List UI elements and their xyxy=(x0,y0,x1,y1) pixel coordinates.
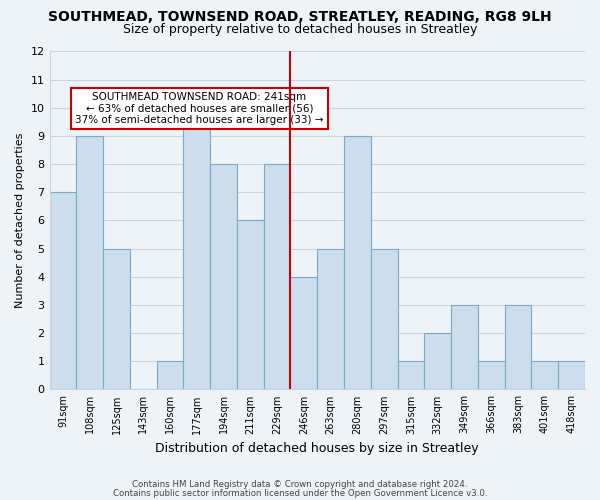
Bar xyxy=(558,362,585,390)
Text: SOUTHMEAD TOWNSEND ROAD: 241sqm
← 63% of detached houses are smaller (56)
37% of: SOUTHMEAD TOWNSEND ROAD: 241sqm ← 63% of… xyxy=(75,92,324,126)
Bar xyxy=(344,136,371,390)
Bar xyxy=(424,333,451,390)
Bar xyxy=(237,220,264,390)
Text: Contains public sector information licensed under the Open Government Licence v3: Contains public sector information licen… xyxy=(113,488,487,498)
Bar xyxy=(50,192,76,390)
Bar xyxy=(317,248,344,390)
Text: Contains HM Land Registry data © Crown copyright and database right 2024.: Contains HM Land Registry data © Crown c… xyxy=(132,480,468,489)
Bar xyxy=(290,277,317,390)
Bar xyxy=(371,248,398,390)
Bar xyxy=(398,362,424,390)
Bar xyxy=(184,108,210,390)
Bar xyxy=(157,362,184,390)
Bar xyxy=(478,362,505,390)
Bar xyxy=(532,362,558,390)
Bar xyxy=(505,305,532,390)
Y-axis label: Number of detached properties: Number of detached properties xyxy=(15,133,25,308)
Bar xyxy=(264,164,290,390)
Bar xyxy=(103,248,130,390)
Text: Size of property relative to detached houses in Streatley: Size of property relative to detached ho… xyxy=(123,22,477,36)
Bar xyxy=(451,305,478,390)
Text: SOUTHMEAD, TOWNSEND ROAD, STREATLEY, READING, RG8 9LH: SOUTHMEAD, TOWNSEND ROAD, STREATLEY, REA… xyxy=(48,10,552,24)
X-axis label: Distribution of detached houses by size in Streatley: Distribution of detached houses by size … xyxy=(155,442,479,455)
Bar xyxy=(210,164,237,390)
Bar xyxy=(76,136,103,390)
